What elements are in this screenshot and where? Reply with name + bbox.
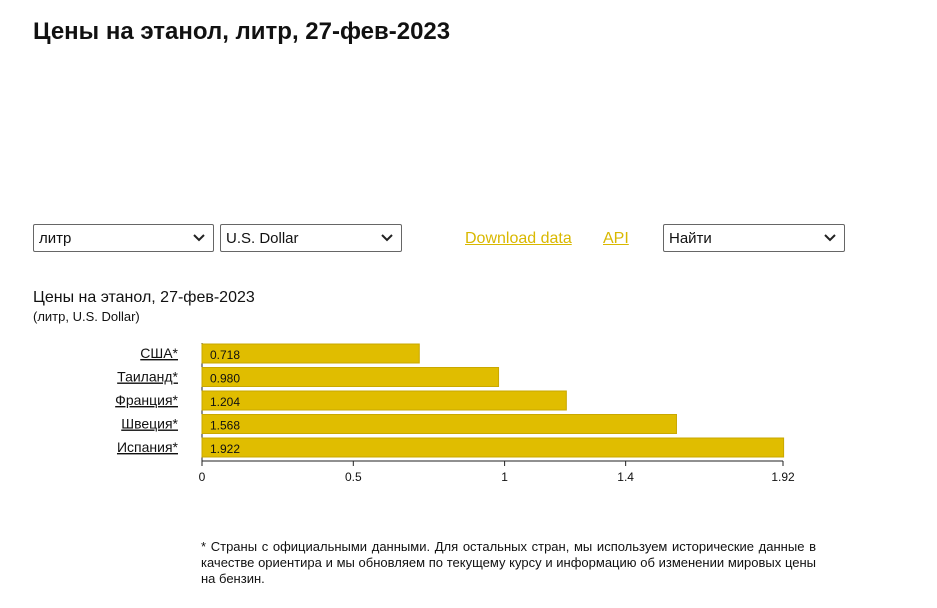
bar[interactable] bbox=[201, 390, 567, 411]
bar-value-label: 1.922 bbox=[210, 442, 240, 456]
category-label[interactable]: Швеция* bbox=[121, 416, 178, 432]
bar[interactable] bbox=[201, 343, 420, 364]
unit-select[interactable]: литр bbox=[33, 224, 214, 252]
bar-chart: 0.718 США* 0.980 Таиланд* 1.204 Франция* 1.568… bbox=[115, 343, 795, 484]
chevron-down-icon bbox=[381, 234, 393, 242]
x-tick-label: 0 bbox=[199, 470, 206, 484]
x-tick-label: 0.5 bbox=[345, 470, 362, 484]
bar[interactable] bbox=[201, 414, 677, 434]
currency-select-value: U.S. Dollar bbox=[226, 229, 299, 247]
find-select[interactable]: Найти bbox=[663, 224, 845, 252]
api-link[interactable]: API bbox=[603, 230, 629, 247]
chart-title: Цены на этанол, 27-фев-2023 bbox=[33, 289, 255, 306]
page-title: Цены на этанол, литр, 27-фев-2023 bbox=[33, 18, 451, 45]
bar-value-label: 0.718 bbox=[210, 348, 240, 362]
chevron-down-icon bbox=[824, 234, 836, 242]
category-label[interactable]: США* bbox=[140, 345, 178, 361]
bar-value-label: 1.568 bbox=[210, 419, 240, 433]
category-label[interactable]: Испания* bbox=[117, 439, 179, 455]
x-tick-label: 1.4 bbox=[617, 470, 634, 484]
x-tick-label: 1.92 bbox=[771, 470, 795, 484]
find-select-value: Найти bbox=[669, 229, 712, 247]
category-label[interactable]: Таиланд* bbox=[117, 369, 178, 385]
chart-subtitle: (литр, U.S. Dollar) bbox=[33, 309, 140, 324]
bar[interactable] bbox=[201, 437, 785, 458]
chevron-down-icon bbox=[193, 234, 205, 242]
unit-select-value: литр bbox=[39, 229, 72, 247]
download-data-link[interactable]: Download data bbox=[465, 230, 572, 247]
bar-value-label: 0.980 bbox=[210, 372, 240, 386]
footnote: * Страны с официальными данными. Для ост… bbox=[201, 539, 816, 586]
bar-value-label: 1.204 bbox=[210, 395, 240, 409]
x-tick-label: 1 bbox=[501, 470, 508, 484]
bar[interactable] bbox=[201, 367, 500, 387]
currency-select[interactable]: U.S. Dollar bbox=[220, 224, 402, 252]
category-label[interactable]: Франция* bbox=[115, 392, 178, 408]
